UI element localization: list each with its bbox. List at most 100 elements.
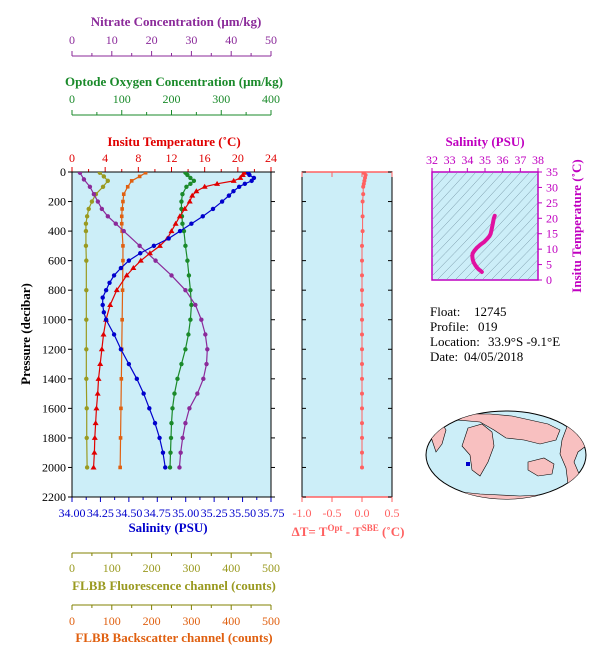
temperature-point	[146, 250, 153, 256]
fluorescence-point	[84, 465, 90, 470]
density-contour	[517, 259, 538, 280]
fluorescence-point	[84, 214, 90, 219]
temperature-point	[230, 177, 237, 183]
nitrate-point	[180, 435, 185, 441]
backscatter-point	[121, 244, 125, 248]
fluorescence-tick-label: 0	[69, 561, 75, 575]
nitrate-point	[77, 172, 83, 175]
nitrate-point	[113, 221, 118, 226]
backscatter-tick-label: 100	[103, 614, 121, 628]
ts-temperature-title: Insitu Temperature (˚C)	[569, 159, 584, 292]
backscatter-point	[119, 221, 124, 226]
density-contour	[508, 250, 538, 280]
backscatter-point	[129, 179, 134, 183]
temperature-point	[130, 265, 137, 271]
location-value: 33.9°S -9.1°E	[488, 334, 560, 349]
backscatter-point	[121, 258, 125, 263]
nitrate-tick-label: 50	[265, 33, 277, 47]
temperature-point	[113, 287, 120, 293]
map-land-africa	[461, 423, 495, 477]
nitrate-tick-label: 40	[225, 33, 237, 47]
ts-y-tick-label: 25	[546, 196, 558, 210]
temperature-tick-label: 24	[265, 151, 277, 165]
oxygen-point	[167, 465, 173, 470]
temperature-axis-title: Insitu Temperature (˚C)	[107, 134, 240, 149]
pressure-tick-label: 1200	[42, 342, 66, 356]
temperature-point	[95, 375, 102, 381]
temperature-tick-label: 8	[135, 151, 141, 165]
salinity-point	[103, 317, 109, 322]
temperature-tick-label: 0	[69, 151, 75, 165]
density-contour	[432, 172, 486, 230]
pressure-tick-label: 800	[48, 283, 66, 297]
backscatter-point	[119, 214, 124, 219]
delta-t-point	[360, 273, 364, 278]
density-contour	[499, 240, 538, 280]
temperature-point	[181, 205, 188, 211]
delta-t-point	[360, 391, 364, 396]
nitrate-point	[169, 273, 174, 278]
delta-t-point	[360, 258, 364, 263]
nitrate-tick-label: 20	[146, 33, 158, 47]
backscatter-point	[120, 288, 125, 292]
salinity-tick-label: 34.50	[115, 506, 142, 520]
ts-curve	[470, 213, 497, 274]
ts-y-tick-label: 30	[546, 180, 558, 194]
salinity-tick-label: 34.25	[87, 506, 114, 520]
location-label: Location:	[430, 334, 480, 349]
salinity-point	[147, 406, 152, 411]
oxygen-point	[181, 228, 187, 234]
density-contour	[526, 268, 538, 280]
main-series-group	[77, 172, 257, 470]
density-contour	[432, 172, 495, 240]
delta-t-point	[360, 332, 364, 337]
fluorescence-point	[86, 206, 91, 212]
oxygen-point	[183, 243, 188, 249]
axes-group: 0200400600800100012001400160018002000220…	[42, 33, 285, 628]
salinity-point	[126, 258, 132, 263]
ts-y-tick-label: 15	[546, 227, 558, 241]
temperature-point	[137, 257, 144, 263]
nitrate-point	[137, 243, 142, 249]
salinity-point	[111, 332, 117, 337]
nitrate-point	[187, 406, 192, 411]
density-contour	[432, 172, 522, 268]
salinity-point	[163, 465, 168, 470]
temperature-point	[186, 198, 193, 204]
salinity-point	[210, 206, 216, 212]
salinity-point	[134, 376, 140, 382]
profile-value: 019	[478, 319, 498, 334]
oxygen-tick-label: 300	[212, 92, 230, 106]
float-value: 12745	[474, 304, 507, 319]
temperature-point	[91, 434, 98, 440]
salinity-tick-label: 35.25	[201, 506, 228, 520]
density-contour	[481, 221, 538, 280]
oxygen-point	[168, 450, 173, 455]
pressure-tick-label: 600	[48, 254, 66, 268]
nitrate-point	[81, 177, 87, 182]
ts-x-tick-label: 36	[497, 153, 509, 167]
salinity-tick-label: 34.00	[59, 506, 86, 520]
ts-x-tick-label: 32	[426, 153, 438, 167]
temperature-point	[176, 213, 183, 219]
ts-y-tick-label: 35	[546, 165, 558, 179]
pressure-tick-label: 1000	[42, 313, 66, 327]
density-contour	[432, 172, 504, 249]
oxygen-point	[175, 376, 180, 382]
world-map	[425, 410, 587, 500]
oxygen-point	[183, 347, 188, 352]
nitrate-point	[95, 199, 101, 204]
fluorescence-point	[83, 243, 89, 249]
fluorescence-point	[97, 172, 103, 175]
oxygen-series-line	[169, 172, 195, 468]
ts-x-tick-label: 35	[479, 153, 491, 167]
oxygen-tick-label: 0	[69, 92, 75, 106]
oxygen-point	[185, 172, 190, 178]
backscatter-point	[121, 192, 126, 196]
nitrate-point	[183, 287, 188, 293]
delta-t-tick-label: -0.5	[323, 506, 342, 520]
pressure-tick-label: 200	[48, 195, 66, 209]
backscatter-point	[137, 174, 142, 179]
density-contour	[454, 192, 538, 280]
delta-t-point	[360, 362, 364, 367]
